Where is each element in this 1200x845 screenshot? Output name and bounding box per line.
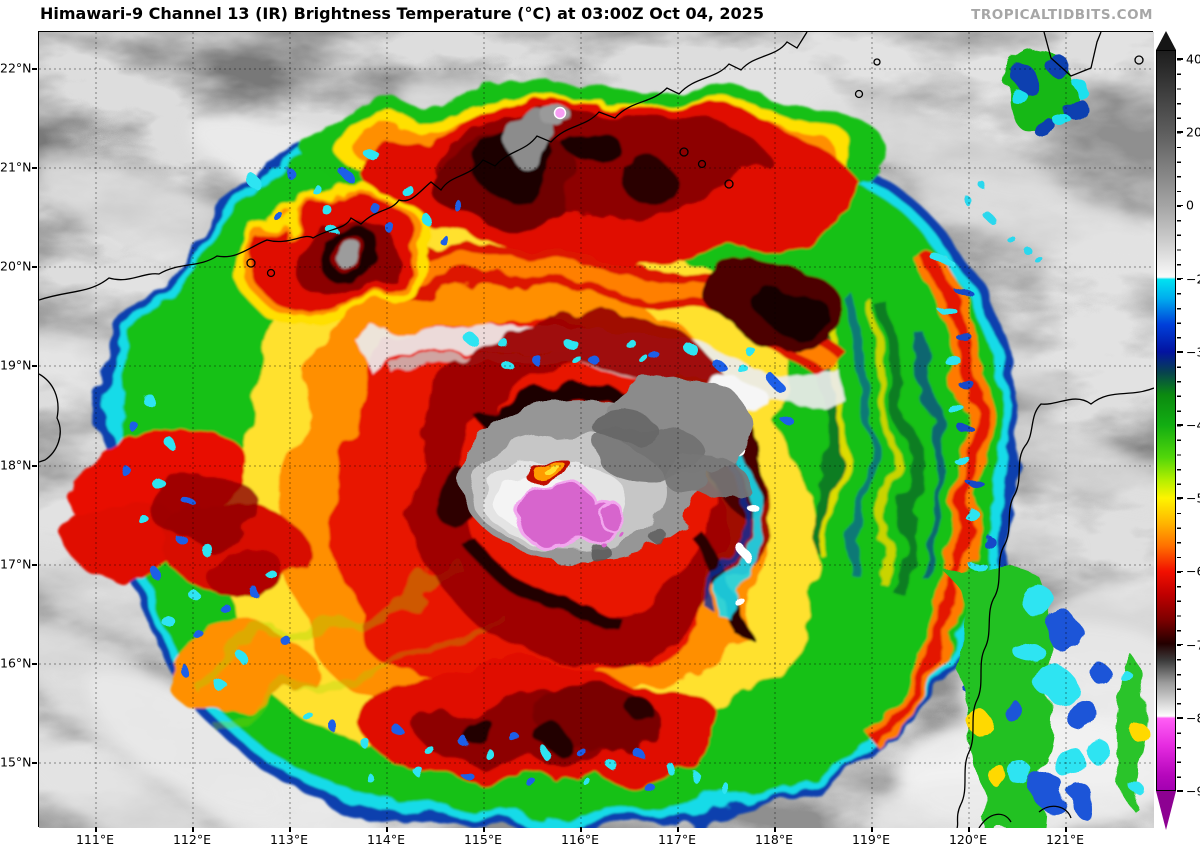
x-tick-label: 111°E [75,832,114,845]
y-tick-label: 19°N [0,357,32,373]
colorbar-tick-label: 20 [1186,124,1200,140]
colorbar-tick-label: −20 [1186,271,1200,287]
colorbar-tick-label: −30 [1186,344,1200,360]
y-tick-label: 17°N [0,556,32,572]
x-tick-label: 119°E [851,832,890,845]
colorbar-tick-label: −50 [1186,490,1200,506]
y-tick-label: 22°N [0,60,32,76]
northeast-convective-cell [1004,50,1087,143]
x-tick-label: 117°E [657,832,696,845]
x-tick-label: 121°E [1045,832,1084,845]
anvil-overshooting-dot [553,106,567,120]
x-tick-label: 120°E [948,832,987,845]
satellite-map [38,31,1154,828]
colorbar-gradient [1156,50,1176,791]
y-tick-label: 18°N [0,457,32,473]
watermark: TROPICALTIDBITS.COM [971,7,1153,23]
page-title: Himawari-9 Channel 13 (IR) Brightness Te… [40,4,764,23]
graticule [39,32,1154,828]
y-tick-label: 16°N [0,655,32,671]
x-tick-label: 114°E [366,832,405,845]
colorbar-tick-label: −80 [1186,710,1200,726]
colorbar-arrow-top [1156,31,1176,50]
colorbar-tick-label: −40 [1186,417,1200,433]
y-tick-label: 21°N [0,159,32,175]
colorbar-tick-label: 0 [1186,197,1194,213]
y-tick-label: 15°N [0,754,32,770]
colorbar-tick-label: −70 [1186,637,1200,653]
colorbar-tick-label: 40 [1186,51,1200,67]
central-dense-overcast [459,377,754,562]
coastlines [39,32,1154,828]
overshooting-tops-magenta [515,482,623,550]
x-tick-label: 113°E [269,832,308,845]
colorbar-arrow-bottom [1156,791,1176,830]
colorbar-tick-label: −60 [1186,563,1200,579]
y-tick-label: 20°N [0,258,32,274]
x-tick-label: 116°E [560,832,599,845]
x-tick-label: 112°E [172,832,211,845]
satellite-image [39,32,1154,828]
colorbar-tick-label: −90 [1186,783,1200,799]
x-tick-label: 118°E [754,832,793,845]
x-tick-label: 115°E [463,832,502,845]
